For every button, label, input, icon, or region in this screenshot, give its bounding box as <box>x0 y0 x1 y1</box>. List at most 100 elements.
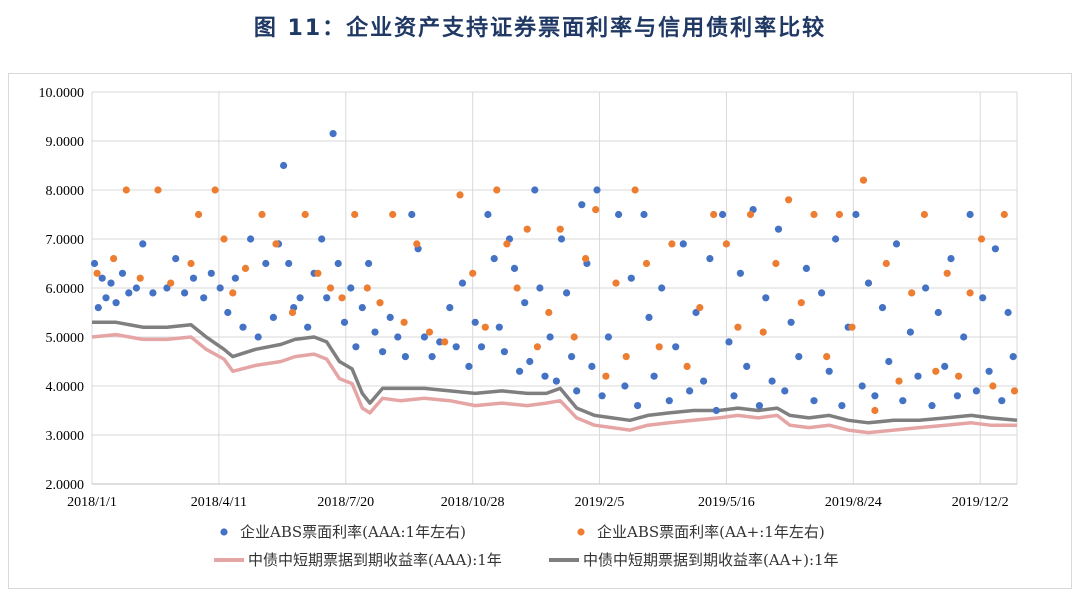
scatter-point-0 <box>118 269 127 277</box>
scatter-point-0 <box>650 372 658 380</box>
scatter-point-1 <box>759 328 767 336</box>
scatter-point-0 <box>189 274 198 282</box>
x-tick-label: 2019/2/5 <box>575 495 625 510</box>
scatter-point-0 <box>871 392 879 400</box>
scatter-point-0 <box>304 323 312 331</box>
x-tick-label: 2019/8/24 <box>825 495 882 510</box>
scatter-point-1 <box>110 255 118 263</box>
scatter-point-0 <box>139 240 147 248</box>
legend-marker-0 <box>220 528 228 536</box>
scatter-point-1 <box>533 343 542 351</box>
scatter-point-1 <box>288 308 297 317</box>
y-tick-label: 9.0000 <box>46 135 85 150</box>
scatter-point-0 <box>563 289 571 297</box>
scatter-point-0 <box>755 402 764 410</box>
scatter-point-0 <box>774 225 783 233</box>
scatter-point-0 <box>892 240 901 248</box>
scatter-point-1 <box>1000 210 1008 219</box>
scatter-point-1 <box>195 210 203 219</box>
scatter-point-0 <box>216 284 224 292</box>
scatter-point-1 <box>932 367 940 375</box>
scatter-point-1 <box>570 333 578 341</box>
scatter-point-0 <box>615 210 623 219</box>
scatter-point-0 <box>966 210 974 219</box>
scatter-point-0 <box>531 186 539 194</box>
scatter-point-1 <box>582 255 590 263</box>
scatter-point-0 <box>546 333 554 341</box>
scatter-point-1 <box>602 372 610 380</box>
scatter-point-0 <box>972 387 981 395</box>
scatter-point-1 <box>797 299 805 307</box>
scatter-point-0 <box>490 255 498 263</box>
scatter-point-0 <box>132 284 140 292</box>
x-axis-ticks: 2018/1/1 2018/4/11 2018/7/20 2018/10/28 2019… <box>67 495 1008 510</box>
scatter-point-1 <box>493 186 501 194</box>
scatter-point-1 <box>955 372 963 380</box>
scatter-point-0 <box>719 210 727 219</box>
scatter-point-0 <box>998 397 1006 405</box>
y-tick-label: 5.0000 <box>46 331 85 346</box>
scatter-point-0 <box>838 402 846 410</box>
scatter-point-0 <box>852 210 860 219</box>
scatter-point-1 <box>823 353 831 361</box>
scatter-point-0 <box>573 387 581 395</box>
y-tick-label: 4.0000 <box>46 380 85 395</box>
scatter-point-0 <box>394 333 402 341</box>
scatter-point-0 <box>495 323 503 331</box>
scatter-point-0 <box>340 318 349 326</box>
scatter-point-0 <box>679 240 687 248</box>
y-tick-label: 6.0000 <box>46 282 85 297</box>
scatter-point-1 <box>425 328 434 336</box>
scatter-point-1 <box>122 186 130 194</box>
scatter-point-1 <box>882 259 890 268</box>
scatter-point-1 <box>920 210 929 219</box>
y-tick-label: 10.0000 <box>39 86 85 101</box>
scatter-point-1 <box>631 186 639 194</box>
scatter-point-0 <box>280 161 288 170</box>
scatter-point-0 <box>471 318 479 326</box>
y-tick-label: 7.0000 <box>46 233 85 248</box>
scatter-point-1 <box>785 196 793 204</box>
x-tick-label: 2018/4/11 <box>191 495 247 510</box>
scatter-point-1 <box>136 274 144 282</box>
scatter-point-0 <box>922 284 930 292</box>
scatter-point-0 <box>401 353 409 361</box>
series-points <box>90 130 1019 415</box>
legend-label-1: 企业ABS票面利率(AA+:1年左右) <box>597 523 825 541</box>
scatter-point-0 <box>149 289 157 297</box>
scatter-point-1 <box>326 284 335 292</box>
scatter-point-1 <box>746 210 755 219</box>
scatter-point-1 <box>389 210 397 219</box>
scatter-point-0 <box>347 284 355 292</box>
scatter-point-0 <box>323 294 331 302</box>
scatter-point-1 <box>338 294 346 302</box>
scatter-point-0 <box>906 328 915 336</box>
scatter-point-0 <box>200 294 208 302</box>
scatter-point-0 <box>510 264 519 272</box>
scatter-point-0 <box>645 313 653 321</box>
scatter-point-1 <box>642 259 651 268</box>
scatter-point-0 <box>526 357 534 366</box>
scatter-point-0 <box>358 304 366 312</box>
scatter-point-1 <box>668 240 676 248</box>
scatter-point-1 <box>908 289 916 297</box>
scatter-point-1 <box>966 289 974 297</box>
y-tick-label: 3.0000 <box>46 429 85 444</box>
scatter-point-0 <box>768 377 776 385</box>
scatter-point-0 <box>296 294 304 302</box>
scatter-point-1 <box>592 206 600 214</box>
scatter-point-0 <box>318 235 326 243</box>
scatter-point-0 <box>231 274 239 282</box>
scatter-point-1 <box>545 308 553 317</box>
scatter-point-0 <box>795 353 803 361</box>
legend-label-3: 中债中短期票据到期收益率(AA+):1年 <box>583 551 839 569</box>
scatter-point-0 <box>224 308 232 317</box>
y-axis-ticks: 2.0000 3.0000 4.0000 5.0000 6.0000 7.0000 8.00… <box>39 86 85 493</box>
scatter-point-1 <box>859 176 868 184</box>
scatter-point-0 <box>953 392 962 400</box>
scatter-point-1 <box>871 406 879 415</box>
scatter-point-0 <box>947 255 955 263</box>
scatter-point-0 <box>379 348 387 356</box>
x-tick-label: 2019/5/16 <box>698 495 755 510</box>
scatter-point-0 <box>163 284 171 292</box>
